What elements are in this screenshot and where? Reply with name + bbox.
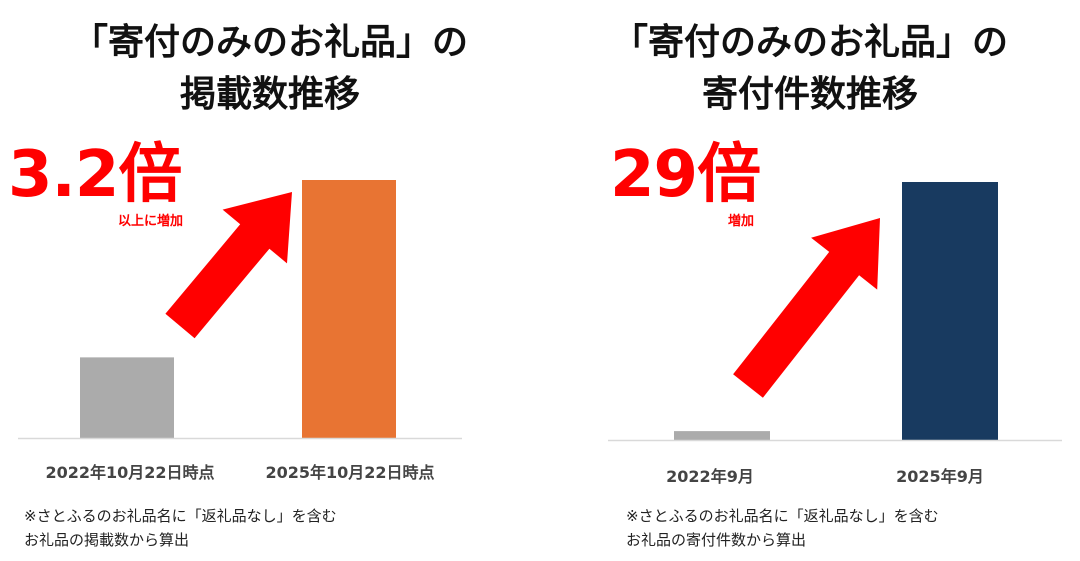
x-tick-label: 2025年9月 — [896, 467, 984, 486]
bar-before — [674, 431, 770, 440]
growth-arrow-icon — [165, 192, 292, 339]
chart-panel-donations: 「寄付のみのお礼品」の 寄付件数推移 29倍 増加 2022年9月 2025年9… — [540, 0, 1080, 561]
chart-title-line1: 「寄付のみのお礼品」の — [71, 22, 468, 63]
footnote-line1: ※さとふるのお礼品名に「返礼品なし」を含む — [626, 507, 939, 525]
footnote-line2: お礼品の掲載数から算出 — [24, 531, 190, 549]
chart-title-line2: 掲載数推移 — [179, 74, 360, 115]
x-tick-label: 2022年10月22日時点 — [45, 463, 215, 482]
bar-chart-listings — [18, 180, 462, 440]
growth-caption: 以上に増加 — [118, 214, 184, 229]
growth-arrow-icon — [733, 218, 880, 398]
x-tick-label: 2025年10月22日時点 — [265, 463, 435, 482]
growth-multiplier: 29倍 — [610, 138, 761, 212]
chart-panel-listings: 「寄付のみのお礼品」の 掲載数推移 3.2倍 以上に増加 2022年10月22日… — [8, 22, 468, 549]
bar-chart-donations — [608, 182, 1062, 442]
chart-title-line2: 寄付件数推移 — [701, 74, 918, 115]
bar-after — [302, 180, 396, 438]
chart-title-line1: 「寄付のみのお礼品」の — [611, 22, 1008, 63]
x-tick-label: 2022年9月 — [666, 467, 754, 486]
footnote-line2: お礼品の寄付件数から算出 — [626, 531, 807, 549]
growth-multiplier: 3.2倍 — [8, 138, 182, 212]
bar-before — [80, 357, 174, 438]
footnote-line1: ※さとふるのお礼品名に「返礼品なし」を含む — [24, 507, 337, 525]
growth-caption: 増加 — [728, 214, 755, 229]
bar-after — [902, 182, 998, 440]
